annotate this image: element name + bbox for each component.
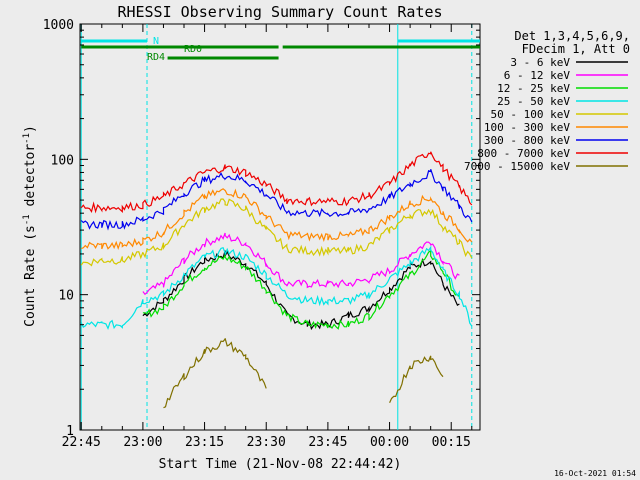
x-tick-label: 23:45 <box>308 435 347 450</box>
series-line <box>80 188 473 251</box>
series-line <box>142 249 460 330</box>
y-tick-label: 1000 <box>43 18 74 33</box>
x-tick-label: 22:45 <box>62 435 101 450</box>
x-tick-label: 23:00 <box>123 435 162 450</box>
rd0-label: RD0 <box>184 44 202 55</box>
x-tick-label: 00:15 <box>432 435 471 450</box>
series-line <box>389 355 444 404</box>
x-tick-label: 23:15 <box>185 435 224 450</box>
y-axis-label: Count Rate (s-1 detector-1) <box>22 125 38 327</box>
legend-label: 7000 - 15000 keV <box>464 160 570 173</box>
legend-label: 3 - 6 keV <box>510 56 570 69</box>
y-tick-label: 100 <box>51 153 74 168</box>
chart-title: RHESSI Observing Summary Count Rates <box>117 3 442 21</box>
series-line <box>142 232 460 296</box>
x-axis: 22:45 23:00 23:15 23:30 23:45 00:00 00:15 <box>62 24 473 450</box>
x-tick-label: 00:00 <box>370 435 409 450</box>
series-line <box>80 151 473 214</box>
legend-label: 25 - 50 keV <box>497 95 570 108</box>
legend-label: 100 - 300 keV <box>484 121 570 134</box>
rd4-label: RD4 <box>147 52 165 63</box>
data-series <box>80 151 473 409</box>
plot-area <box>79 23 481 431</box>
legend-header-line-1: Det 1,3,4,5,6,9, <box>514 29 630 43</box>
y-tick-label: 1 <box>66 424 74 439</box>
legend-label: 300 - 800 keV <box>484 134 570 147</box>
interval-markers: N RD0 RD4 <box>80 24 480 430</box>
x-axis-label: Start Time (21-Nov-08 22:44:42) <box>159 457 402 472</box>
series-line <box>80 198 473 267</box>
legend-label: 6 - 12 keV <box>504 69 571 82</box>
legend: Det 1,3,4,5,6,9, FDecim 1, Att 0 3 - 6 k… <box>464 29 630 173</box>
series-line <box>80 169 473 231</box>
legend-label: 800 - 7000 keV <box>477 147 570 160</box>
legend-label: 50 - 100 keV <box>491 108 571 121</box>
series-line <box>163 338 267 409</box>
series-line <box>80 245 473 331</box>
night-label: N <box>153 36 159 47</box>
x-tick-label: 23:30 <box>247 435 286 450</box>
y-axis: 1 10 100 1000 <box>43 18 480 439</box>
legend-label: 12 - 25 keV <box>497 82 570 95</box>
footer-timestamp: 16-Oct-2021 01:54 <box>554 469 636 478</box>
y-tick-label: 10 <box>58 289 74 304</box>
legend-header-line-2: FDecim 1, Att 0 <box>522 42 630 56</box>
